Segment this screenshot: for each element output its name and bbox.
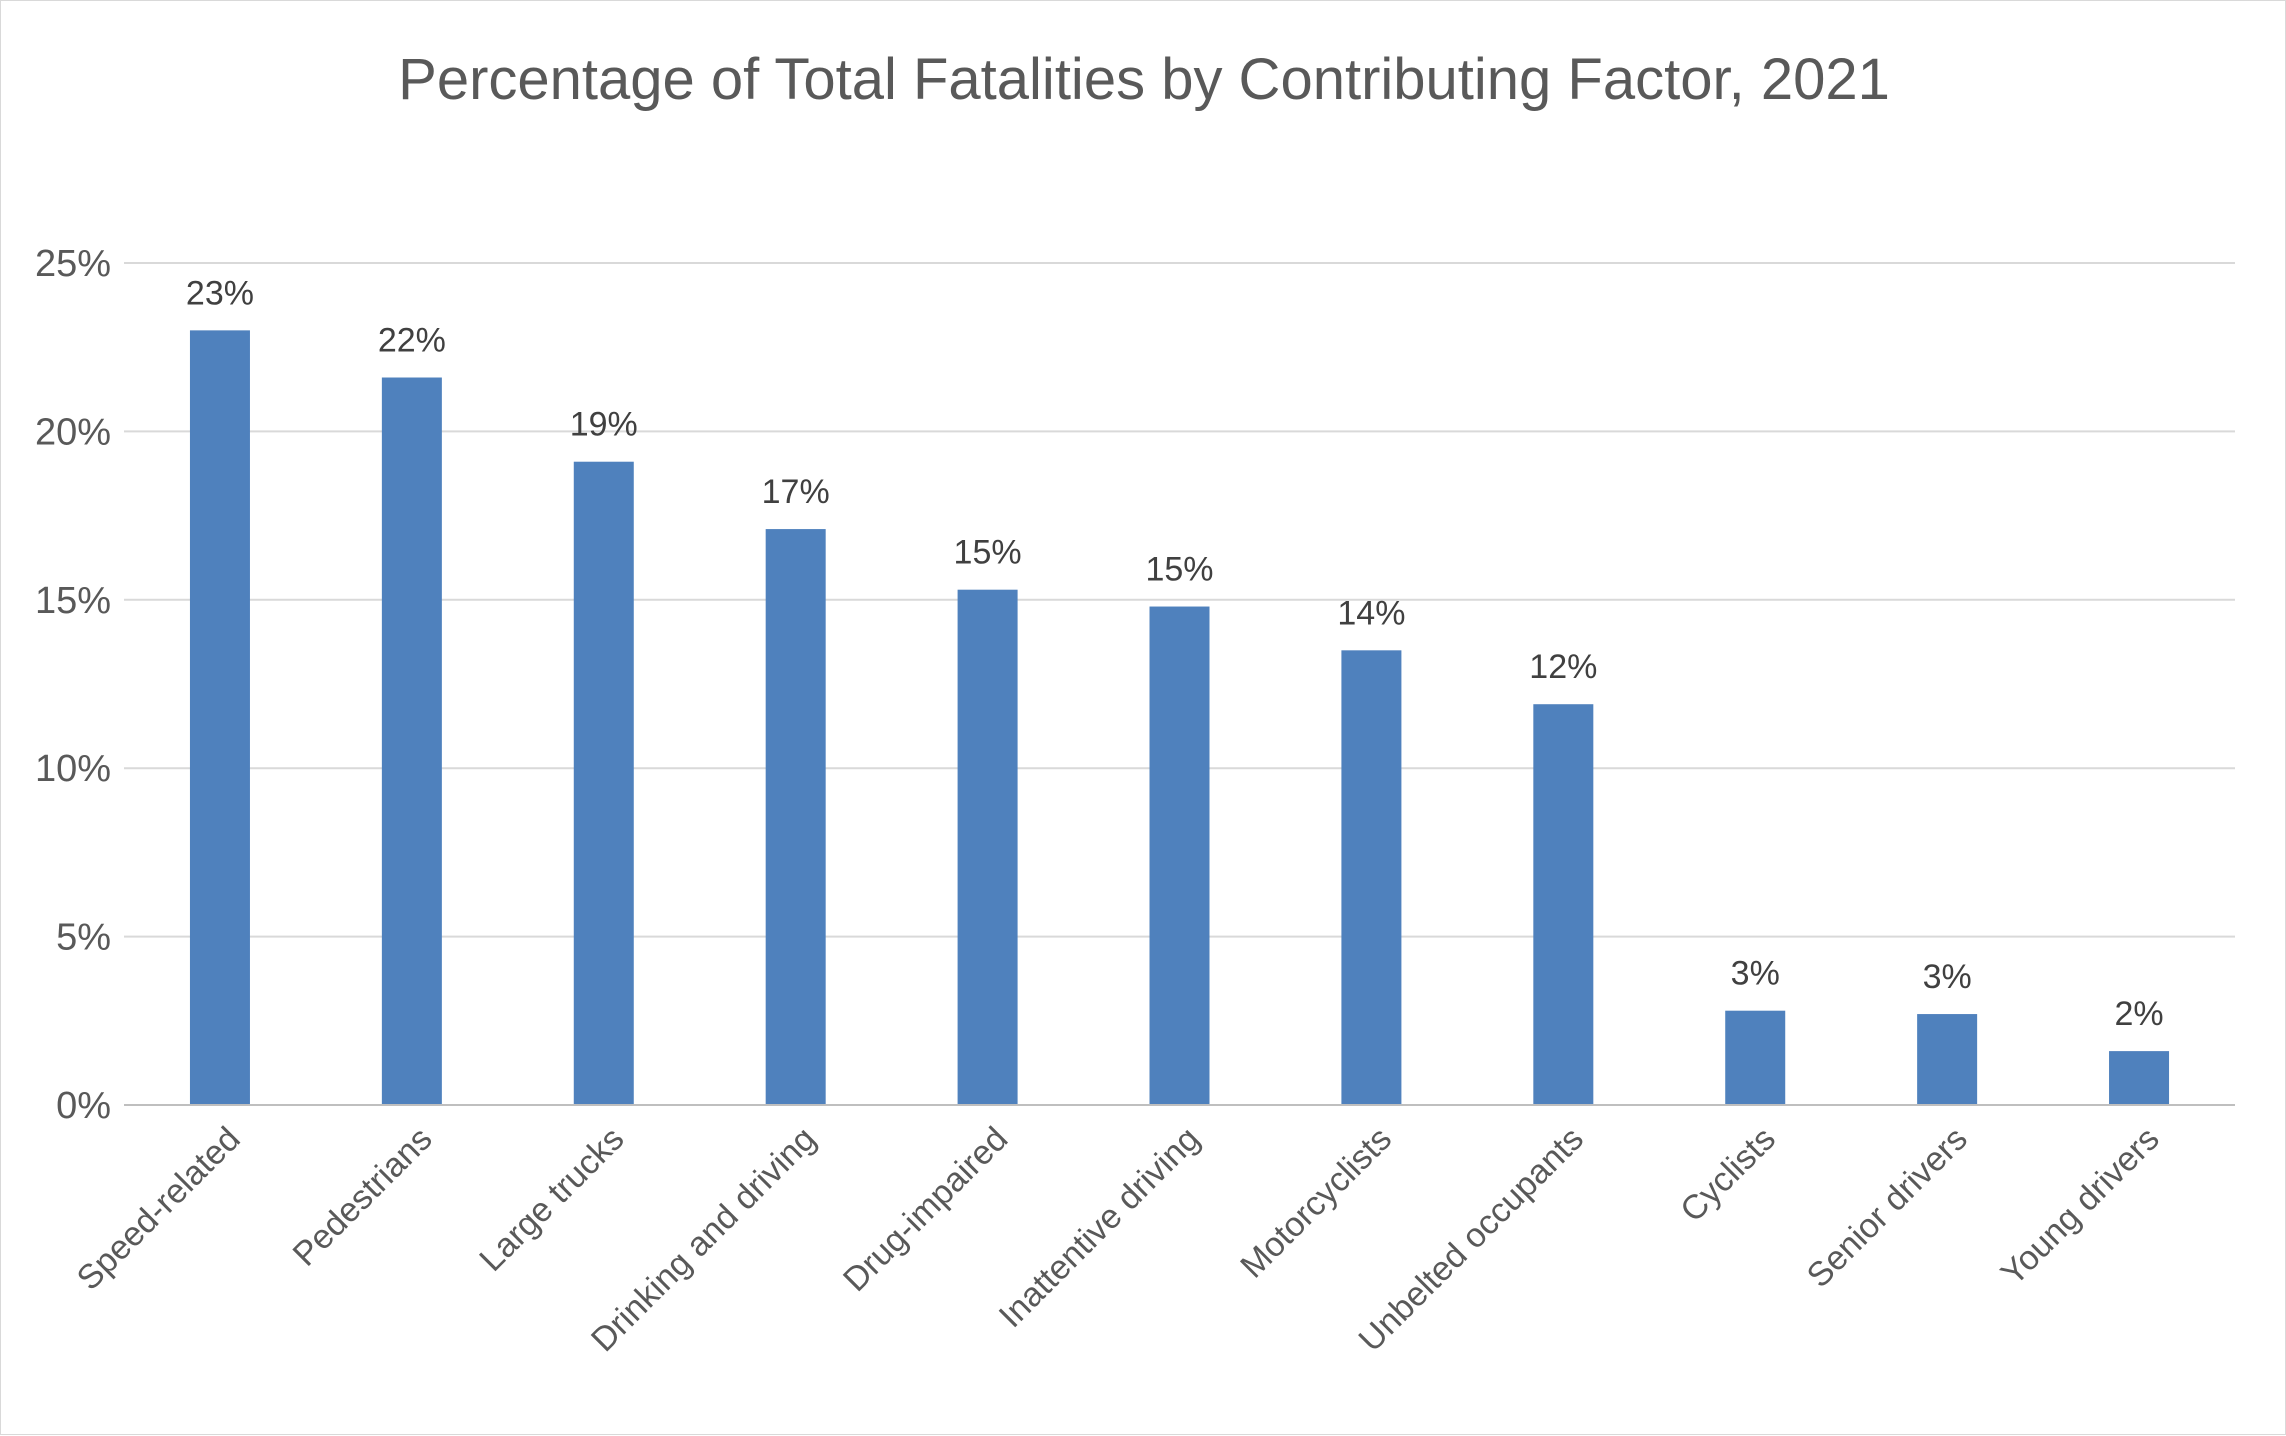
y-tick-label: 10% [35,748,111,790]
data-label: 22% [378,322,446,360]
bar-young-drivers [2109,1051,2170,1105]
bar-pedestrians [381,377,442,1106]
y-tick-label: 25% [35,243,111,285]
x-axis-categories: Speed-related Pedestrians Large trucksDrin… [70,1120,2167,1359]
x-category-label: Drug-impaired [836,1120,1015,1299]
x-category-label: Senior drivers [1800,1120,1975,1295]
bar-drinking-and-driving [765,529,826,1105]
y-tick-label: 5% [56,917,111,959]
data-labels: 23% 22% 19% 17% 15% 15% 14% 12% 3% 3% 2% [186,274,2164,1033]
bar-speed-related [189,330,250,1105]
data-label: 3% [1923,958,1972,996]
bar-senior-drivers [1917,1014,1978,1105]
data-label: 12% [1529,648,1597,686]
data-label: 14% [1337,594,1405,632]
bar-drug-impaired [957,589,1018,1105]
bar-inattentive-driving [1149,606,1210,1105]
data-label: 17% [762,473,830,511]
x-category-label: Young drivers [1994,1120,2167,1293]
x-category-label: Motorcyclists [1233,1120,1399,1286]
data-label: 2% [2114,995,2163,1033]
y-tick-label: 15% [35,580,111,622]
gridlines [124,262,2235,938]
bar-large-trucks [573,461,634,1105]
data-label: 3% [1731,955,1780,993]
data-label: 23% [186,274,254,312]
x-category-label: Pedestrians [286,1120,440,1274]
bar-unbelted-occupants [1533,704,1594,1105]
data-label: 15% [1145,551,1213,589]
data-label: 19% [570,406,638,444]
bar-motorcyclists [1341,650,1402,1105]
y-axis-ticks: 0% 5% 10% 15% 20% 25% [35,243,111,1127]
x-category-label: Speed-related [70,1120,248,1298]
x-category-label: Large trucks [472,1120,631,1279]
chart-title: Percentage of Total Fatalities by Contri… [398,47,1890,112]
y-tick-label: 20% [35,411,111,453]
data-label: 15% [954,534,1022,572]
y-tick-label: 0% [56,1085,111,1127]
bar-cyclists [1725,1010,1786,1105]
x-category-label: Cyclists [1673,1120,1783,1230]
bars [189,330,2170,1106]
x-category-label: Inattentive driving [992,1120,1207,1335]
